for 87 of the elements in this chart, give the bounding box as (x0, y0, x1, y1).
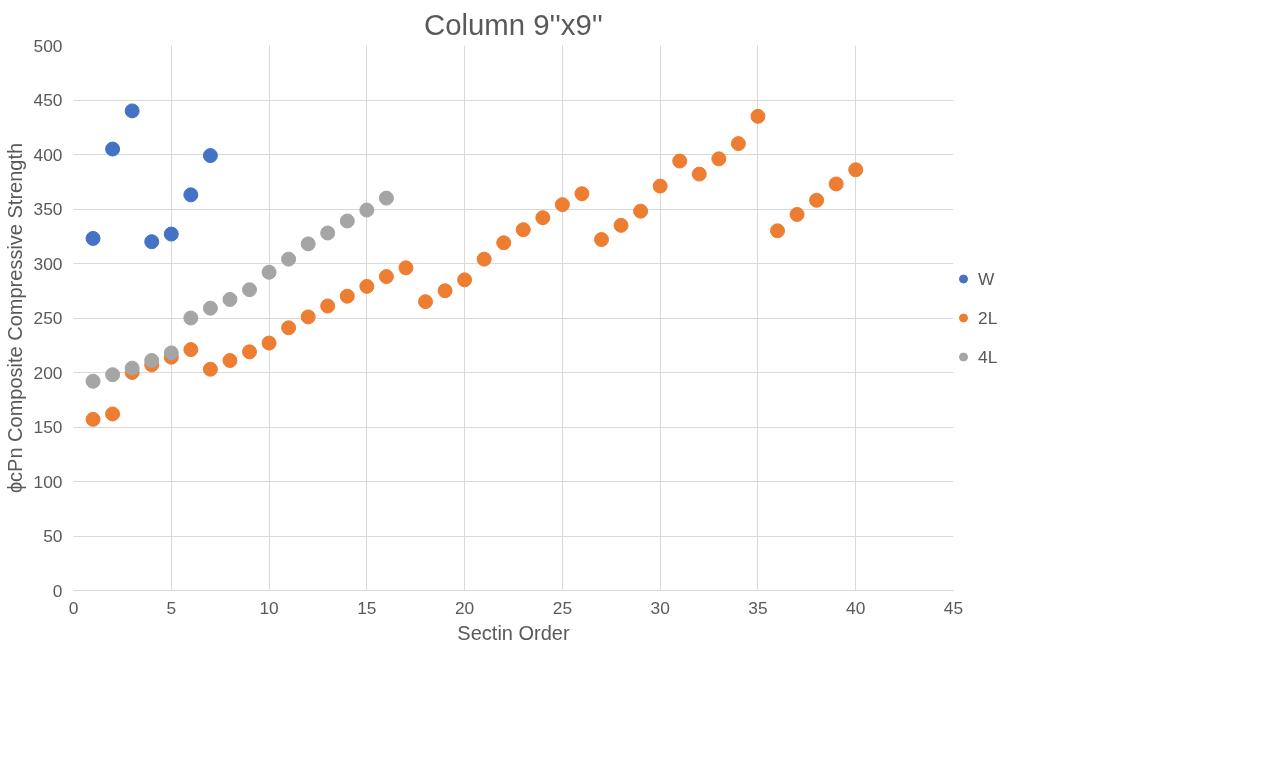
point (222, 353, 238, 368)
x-tick-label: 40 (846, 597, 866, 618)
point (202, 361, 218, 377)
point (574, 186, 590, 202)
point (691, 166, 707, 182)
point (144, 234, 160, 250)
legend-label: 2L (978, 307, 998, 328)
point (105, 406, 121, 422)
point (378, 190, 394, 206)
y-tick-label: 100 (33, 471, 63, 492)
x-axis-title: Sectin Order (457, 621, 570, 644)
point (848, 162, 864, 178)
point (124, 360, 140, 376)
x-tick-label: 35 (748, 597, 768, 618)
point (711, 151, 727, 167)
x-tick-label: 5 (166, 597, 177, 618)
x-tick-label: 0 (68, 597, 79, 618)
point (222, 291, 238, 307)
point (242, 344, 257, 360)
y-tick-label: 500 (33, 35, 63, 56)
point (613, 217, 629, 233)
point (163, 345, 179, 361)
point (281, 251, 297, 267)
point (515, 222, 531, 238)
y-axis-title: ϕcPn Composite Compressive Strength (3, 142, 26, 494)
point (124, 103, 140, 119)
point (242, 282, 257, 298)
point (378, 269, 394, 285)
point (476, 251, 492, 267)
y-tick-label: 300 (33, 253, 63, 274)
point (163, 226, 179, 242)
x-tick-label: 30 (650, 597, 670, 618)
point (202, 300, 218, 316)
legend-label: 4L (978, 346, 998, 367)
point (300, 236, 316, 252)
chart-title: Column 9''x9'' (424, 7, 603, 41)
point (770, 223, 785, 239)
point (652, 178, 668, 194)
y-tick-label: 450 (33, 90, 63, 110)
point (261, 335, 277, 351)
y-tick-label: 200 (33, 362, 63, 383)
point (750, 108, 766, 124)
y-tick-label: 150 (33, 417, 63, 437)
point (359, 278, 375, 294)
point (554, 197, 570, 213)
x-tick-label: 15 (357, 597, 377, 618)
point (183, 342, 199, 358)
point (105, 367, 121, 383)
point (300, 309, 316, 325)
point (320, 225, 336, 241)
point (809, 192, 825, 208)
point (339, 213, 355, 229)
point (144, 353, 160, 368)
y-tick-label: 400 (33, 144, 63, 165)
point (339, 288, 355, 304)
x-tick-label: 20 (454, 597, 475, 618)
x-tick-label: 25 (552, 597, 573, 618)
point (594, 232, 609, 248)
y-tick-label: 50 (43, 526, 63, 546)
point (202, 148, 218, 164)
point (496, 235, 512, 251)
point (183, 187, 199, 203)
y-tick-label: 0 (52, 580, 63, 601)
legend-label: W (978, 268, 996, 289)
y-tick-label: 350 (33, 199, 63, 219)
y-tick-label: 250 (33, 308, 63, 328)
point (437, 283, 453, 299)
x-tick-label: 45 (943, 597, 964, 618)
point (633, 203, 649, 219)
point (320, 298, 336, 314)
point (281, 320, 297, 336)
point (85, 373, 101, 389)
point (789, 206, 805, 222)
point (828, 176, 844, 192)
point (730, 136, 746, 152)
point (535, 210, 551, 226)
point (105, 141, 121, 157)
x-tick-label: 10 (259, 597, 279, 618)
point (261, 264, 277, 280)
point (359, 202, 375, 218)
point (457, 272, 473, 288)
point (183, 310, 199, 326)
point (418, 294, 433, 310)
point (85, 230, 101, 246)
point (398, 260, 414, 276)
point (672, 153, 688, 169)
point (85, 411, 101, 427)
